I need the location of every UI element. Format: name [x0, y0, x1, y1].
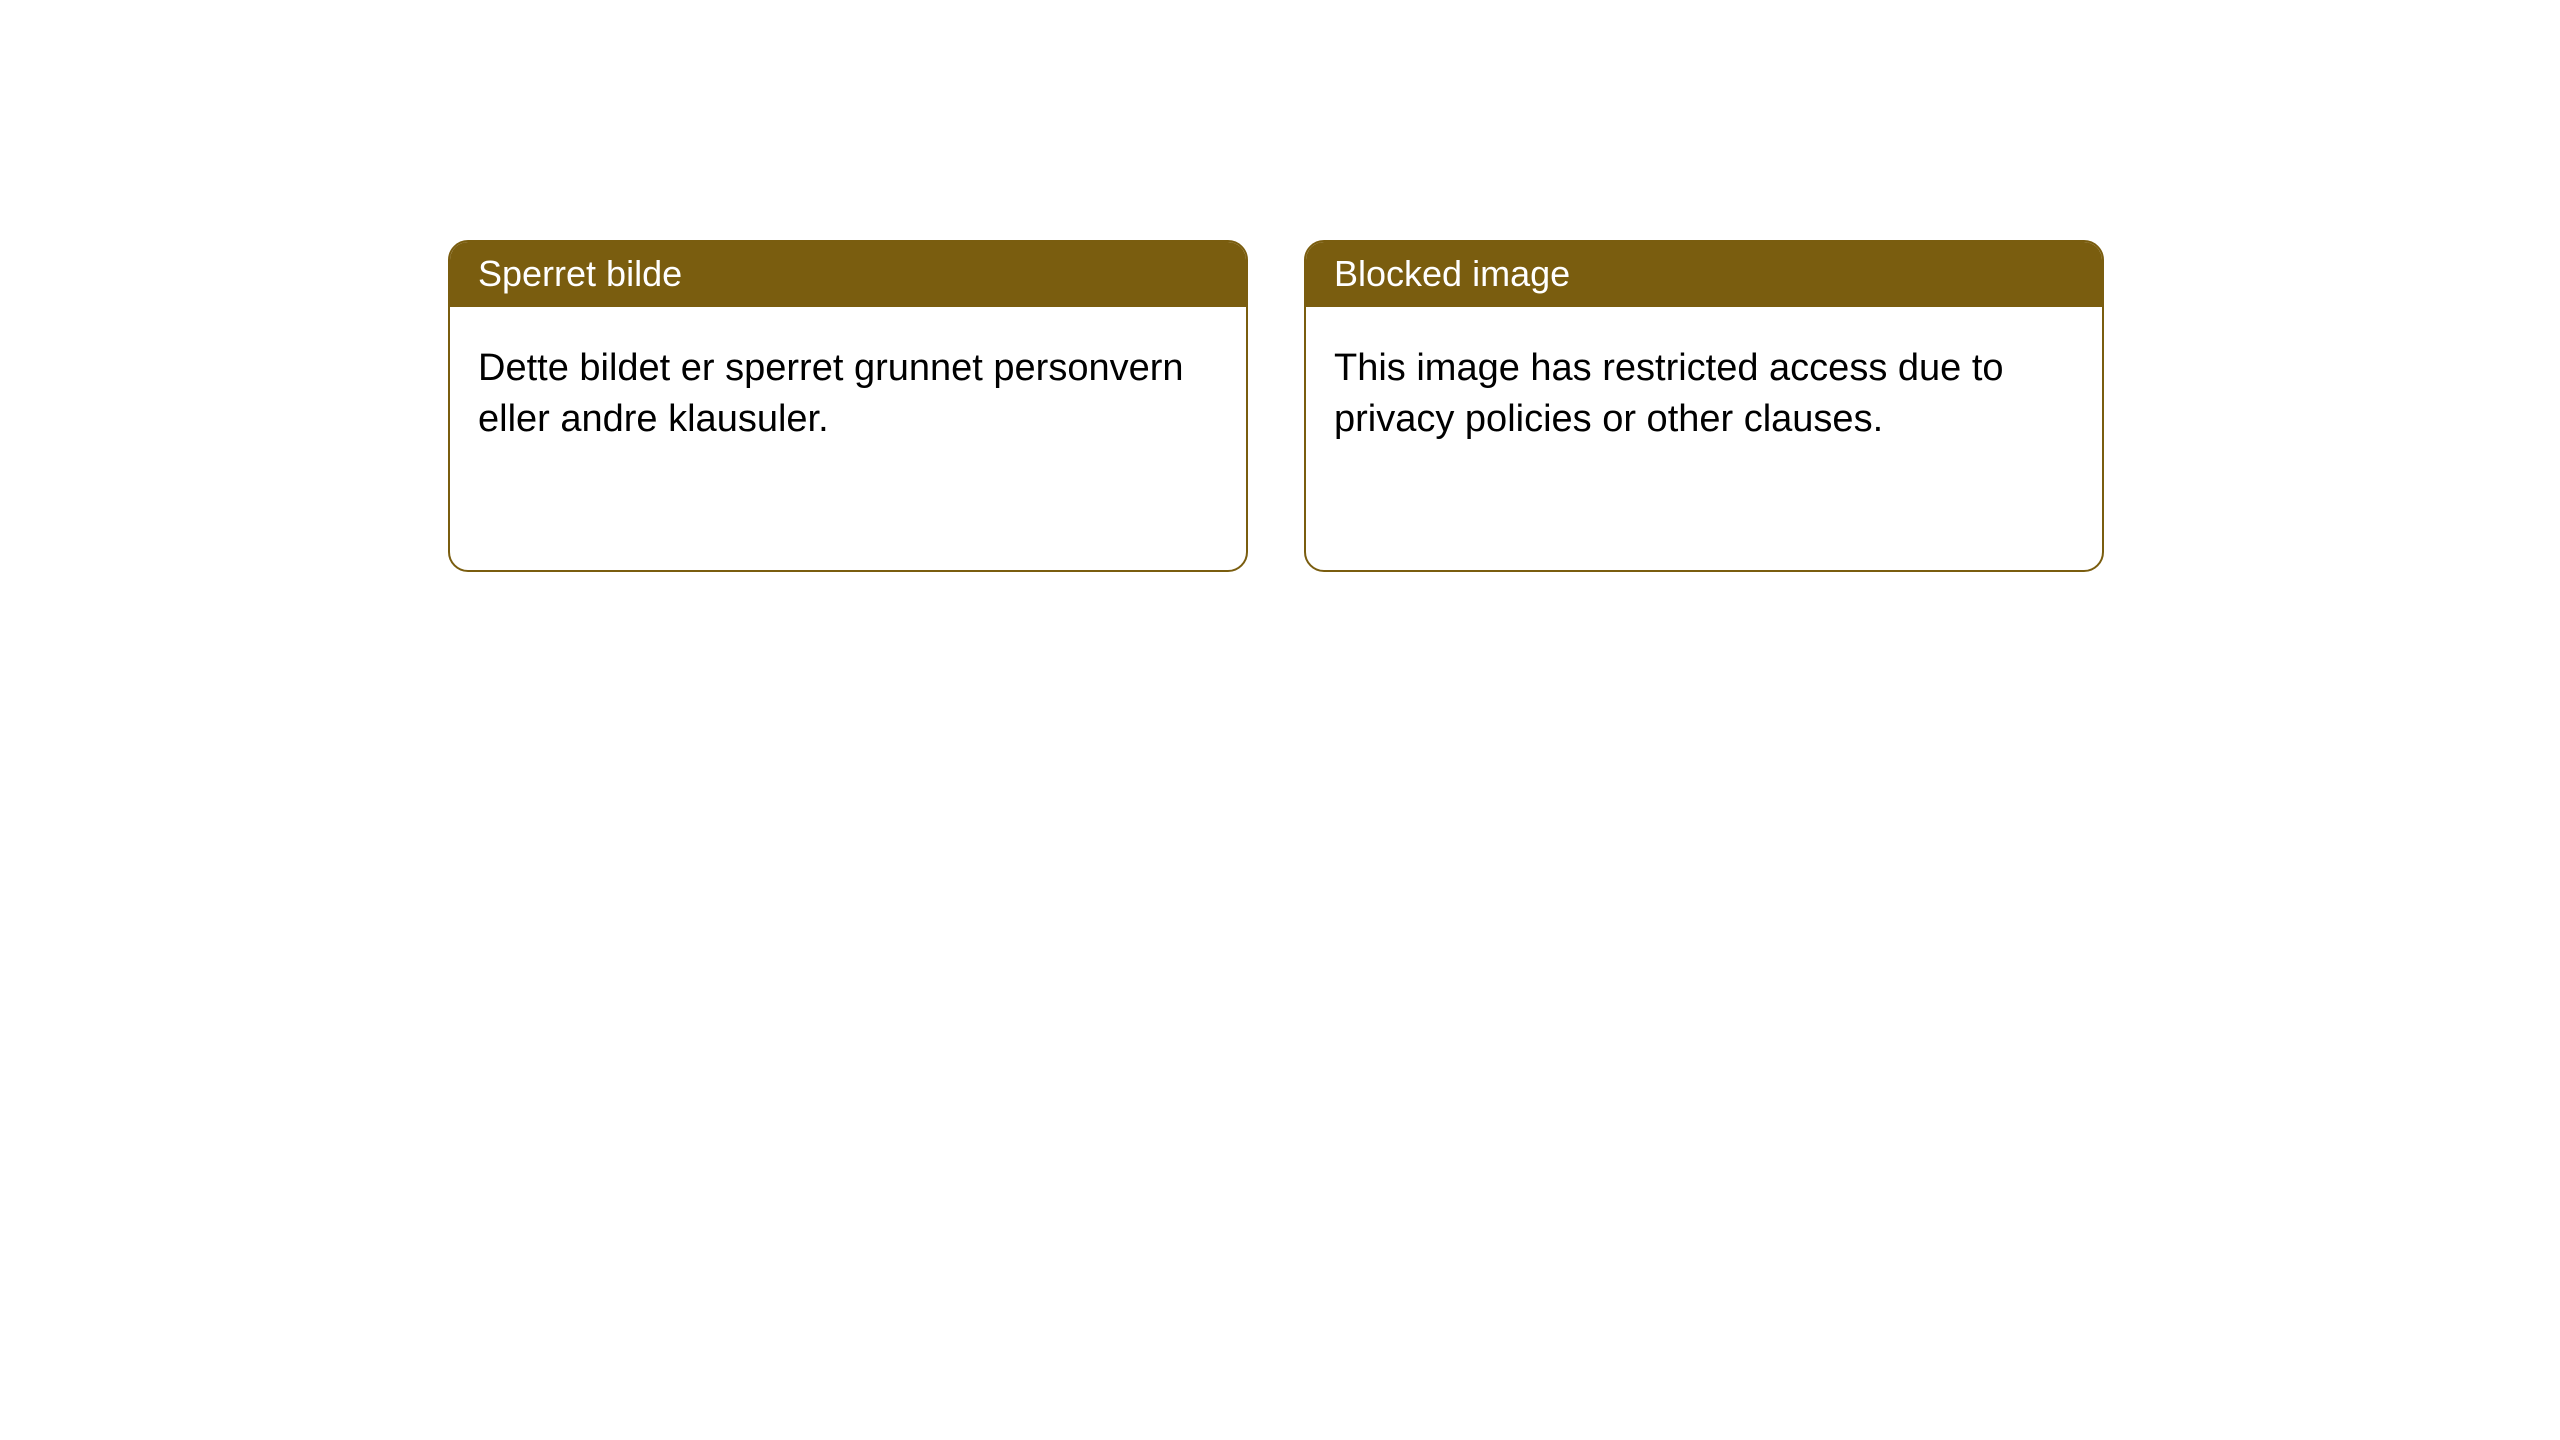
notice-card-english: Blocked image This image has restricted … [1304, 240, 2104, 572]
notice-card-title: Sperret bilde [450, 242, 1246, 307]
notice-card-body: This image has restricted access due to … [1306, 307, 2102, 474]
notice-card-body: Dette bildet er sperret grunnet personve… [450, 307, 1246, 474]
notice-container: Sperret bilde Dette bildet er sperret gr… [0, 0, 2560, 572]
notice-card-title: Blocked image [1306, 242, 2102, 307]
notice-card-norwegian: Sperret bilde Dette bildet er sperret gr… [448, 240, 1248, 572]
